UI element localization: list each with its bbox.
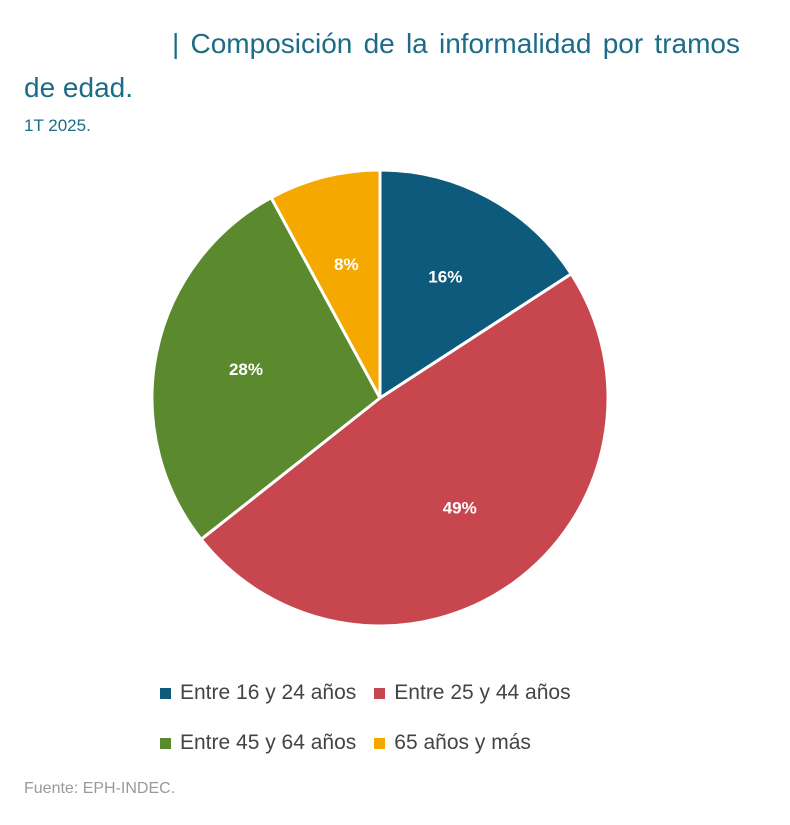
legend-swatch [160,687,171,699]
legend-item-25-44: Entre 25 y 44 años [374,681,571,705]
legend: Entre 16 y 24 años Entre 25 y 44 años En… [160,668,589,768]
slice-45-64 [150,196,382,541]
legend-swatch [160,737,171,749]
legend-item-45-64: Entre 45 y 64 años [160,731,356,755]
legend-label: Entre 25 y 44 años [394,681,571,704]
slice-25-44 [199,272,610,628]
legend-row: Entre 16 y 24 años Entre 25 y 44 años [160,668,589,718]
chart-subtitle: 1T 2025. [24,116,91,135]
legend-label: Entre 45 y 64 años [180,731,357,754]
slice-16-24 [378,168,573,400]
source-note: Fuente: EPH-INDEC. [24,780,176,797]
legend-swatch [374,687,386,699]
slice-65-plus [269,168,382,400]
slice-value-label: 16% [428,267,462,286]
legend-item-65-plus: 65 años y más [374,731,531,755]
slice-value-label: 49% [443,499,477,518]
legend-swatch [374,737,386,749]
chart-title: | Composición de la informalidad por tra… [24,28,740,103]
legend-item-16-24: Entre 16 y 24 años [160,681,356,705]
pie-chart: 16% 49% 28% 8% [150,168,610,628]
slice-value-label: 28% [229,360,263,379]
slice-value-label: 8% [334,255,359,274]
legend-label: 65 años y más [394,731,531,754]
legend-label: Entre 16 y 24 años [180,681,357,704]
legend-row: Entre 45 y 64 años 65 años y más [160,718,589,768]
